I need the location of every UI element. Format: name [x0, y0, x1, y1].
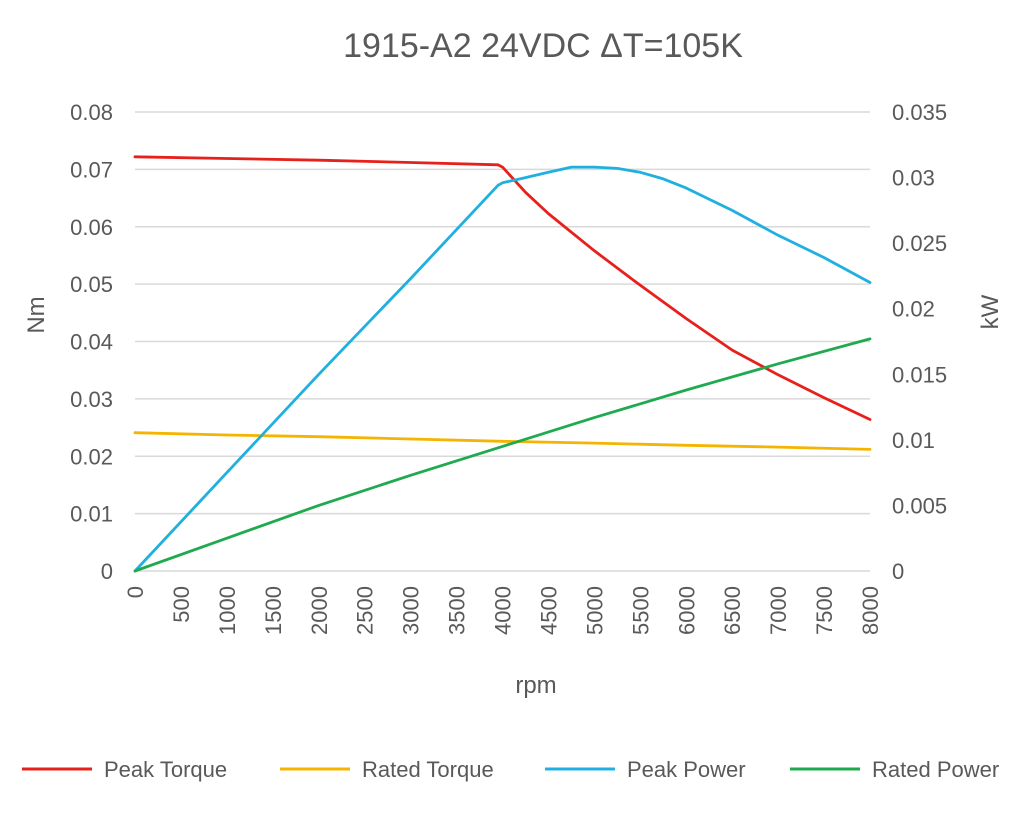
- y2-tick-label: 0.035: [892, 100, 947, 125]
- y2-tick-label: 0.015: [892, 362, 947, 387]
- y2-tick-label: 0: [892, 559, 904, 584]
- chart-title: 1915-A2 24VDC ΔT=105K: [343, 27, 743, 65]
- series-line-rated-power: [133, 337, 872, 573]
- y-tick-label: 0.01: [70, 502, 113, 527]
- x-tick-label: 2000: [307, 586, 332, 635]
- series-line-rated-torque: [133, 431, 872, 451]
- x-tick-label: 3500: [445, 586, 470, 635]
- x-tick-label: 4500: [536, 586, 561, 635]
- plot-area: [133, 155, 872, 573]
- y-tick-label: 0: [101, 559, 113, 584]
- x-tick-label: 6000: [674, 586, 699, 635]
- y2-tick-label: 0.005: [892, 493, 947, 518]
- x-tick-label: 7000: [766, 586, 791, 635]
- legend: Peak Torque Rated Torque Peak Power Rated P…: [22, 757, 999, 782]
- x-tick-label: 1000: [215, 586, 240, 635]
- x-tick-label: 5000: [582, 586, 607, 635]
- y-tick-label: 0.04: [70, 330, 113, 355]
- x-tick-label: 7500: [812, 586, 837, 635]
- y-tick-label: 0.03: [70, 387, 113, 412]
- series-line-peak-power: [133, 165, 872, 573]
- x-tick-label: 6500: [720, 586, 745, 635]
- y-axis-label: Nm: [23, 296, 50, 333]
- x-tick-label: 5500: [628, 586, 653, 635]
- x-tick-label: 4000: [491, 586, 516, 635]
- y2-tick-label: 0.03: [892, 166, 935, 191]
- x-axis-ticks: 0 500 1000 1500 2000 2500 3000 3500 4000 4500 5000…: [123, 586, 883, 635]
- y2-tick-label: 0.025: [892, 231, 947, 256]
- right-axis-ticks: 0 0.005 0.01 0.015 0.02 0.025 0.03 0.035: [892, 100, 947, 584]
- legend-label: Rated Power: [872, 757, 999, 782]
- y2-tick-label: 0.01: [892, 428, 935, 453]
- y-tick-label: 0.02: [70, 444, 113, 469]
- x-tick-label: 1500: [261, 586, 286, 635]
- y2-axis-label: kW: [977, 294, 1004, 329]
- gridlines: [135, 111, 870, 572]
- x-axis-label: rpm: [515, 672, 556, 699]
- y-tick-label: 0.07: [70, 157, 113, 182]
- x-tick-label: 2500: [353, 586, 378, 635]
- y-tick-label: 0.05: [70, 272, 113, 297]
- x-tick-label: 0: [123, 586, 148, 598]
- legend-label: Peak Power: [627, 757, 746, 782]
- x-tick-label: 8000: [858, 586, 883, 635]
- series-line-peak-torque: [133, 155, 872, 421]
- x-tick-label: 3000: [399, 586, 424, 635]
- legend-label: Peak Torque: [104, 757, 227, 782]
- x-tick-label: 500: [169, 586, 194, 623]
- y2-tick-label: 0.02: [892, 297, 935, 322]
- y-tick-label: 0.06: [70, 215, 113, 240]
- y-tick-label: 0.08: [70, 100, 113, 125]
- left-axis-ticks: 0 0.01 0.02 0.03 0.04 0.05 0.06 0.07 0.08: [70, 100, 113, 584]
- legend-label: Rated Torque: [362, 757, 494, 782]
